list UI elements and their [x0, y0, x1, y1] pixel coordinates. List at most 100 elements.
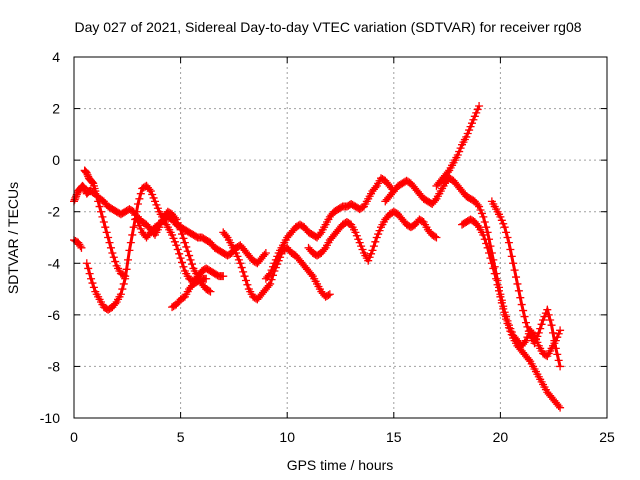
data-point — [76, 242, 85, 251]
data-point — [355, 238, 364, 247]
data-point — [234, 255, 243, 264]
data-point — [87, 177, 96, 186]
data-point — [136, 224, 145, 233]
data-point — [240, 272, 249, 281]
data-point — [520, 338, 529, 347]
data-point — [524, 327, 533, 336]
data-point — [371, 237, 380, 246]
data-point — [91, 187, 100, 196]
data-point — [179, 262, 188, 271]
data-point — [372, 233, 381, 242]
data-point — [443, 168, 452, 177]
data-point — [106, 243, 115, 252]
data-point — [104, 233, 113, 242]
y-tick-label: -10 — [40, 410, 60, 426]
data-point — [553, 350, 562, 359]
data-point — [101, 223, 110, 232]
series-line — [222, 231, 331, 302]
data-point — [239, 267, 248, 276]
data-point — [479, 230, 488, 239]
data-point — [186, 255, 195, 264]
data-point — [467, 119, 476, 128]
data-point — [354, 235, 363, 244]
data-point — [129, 223, 138, 232]
data-point — [431, 232, 440, 241]
data-point — [550, 336, 559, 345]
data-point — [365, 253, 374, 262]
data-point — [489, 264, 498, 273]
data-point — [121, 274, 130, 283]
data-point — [503, 319, 512, 328]
y-tick-label: -4 — [48, 255, 61, 271]
data-point — [539, 316, 548, 325]
data-point — [83, 170, 92, 179]
series-line — [136, 209, 212, 293]
data-point — [504, 238, 513, 247]
data-point — [473, 200, 482, 209]
data-point — [173, 218, 182, 227]
data-point — [465, 126, 474, 135]
data-point — [519, 306, 528, 315]
data-point — [512, 273, 521, 282]
data-point — [368, 246, 377, 255]
data-point — [479, 212, 488, 221]
series-arc-9 — [261, 174, 398, 283]
data-point — [510, 266, 519, 275]
data-point — [187, 260, 196, 269]
data-point — [128, 206, 137, 215]
data-point — [375, 226, 384, 235]
data-point — [135, 194, 144, 203]
data-point — [480, 218, 489, 227]
data-point — [145, 185, 154, 194]
data-point — [463, 129, 472, 138]
data-point — [496, 292, 505, 301]
data-point — [497, 216, 506, 225]
data-point — [504, 323, 513, 332]
x-tick-label: 5 — [177, 429, 185, 445]
data-point — [132, 207, 141, 216]
data-point — [507, 252, 516, 261]
data-point — [315, 230, 324, 239]
data-point — [261, 248, 270, 257]
series-arc-12 — [432, 101, 484, 190]
data-point — [169, 234, 178, 243]
data-point — [241, 276, 250, 285]
data-point — [182, 242, 191, 251]
data-point — [119, 279, 128, 288]
data-point — [133, 199, 142, 208]
data-point — [175, 222, 184, 231]
series-arc-4 — [82, 181, 151, 314]
data-point — [94, 197, 103, 206]
data-point — [490, 269, 499, 278]
data-point — [456, 144, 465, 153]
data-point — [71, 193, 80, 202]
data-point — [82, 169, 91, 178]
series-arc-1 — [70, 236, 86, 252]
data-point — [125, 246, 134, 255]
data-point — [486, 254, 495, 263]
data-point — [206, 287, 215, 296]
data-point — [205, 286, 214, 295]
data-point — [77, 243, 86, 252]
data-point — [175, 249, 184, 258]
data-point — [455, 147, 464, 156]
data-point — [260, 250, 269, 259]
data-point — [267, 266, 276, 275]
data-point — [537, 320, 546, 329]
data-point — [500, 310, 509, 319]
data-point — [266, 279, 275, 288]
series-arc-7 — [168, 274, 211, 312]
data-point — [476, 205, 485, 214]
x-axis-label: GPS time / hours — [287, 457, 394, 473]
data-point — [453, 150, 462, 159]
data-point — [547, 321, 556, 330]
data-point — [536, 324, 545, 333]
data-point — [102, 228, 111, 237]
data-point — [88, 178, 97, 187]
data-point — [180, 238, 189, 247]
y-tick-label: 2 — [52, 101, 60, 117]
data-point — [82, 259, 91, 268]
data-point — [546, 316, 555, 325]
y-tick-label: -6 — [48, 307, 61, 323]
data-point — [97, 207, 106, 216]
